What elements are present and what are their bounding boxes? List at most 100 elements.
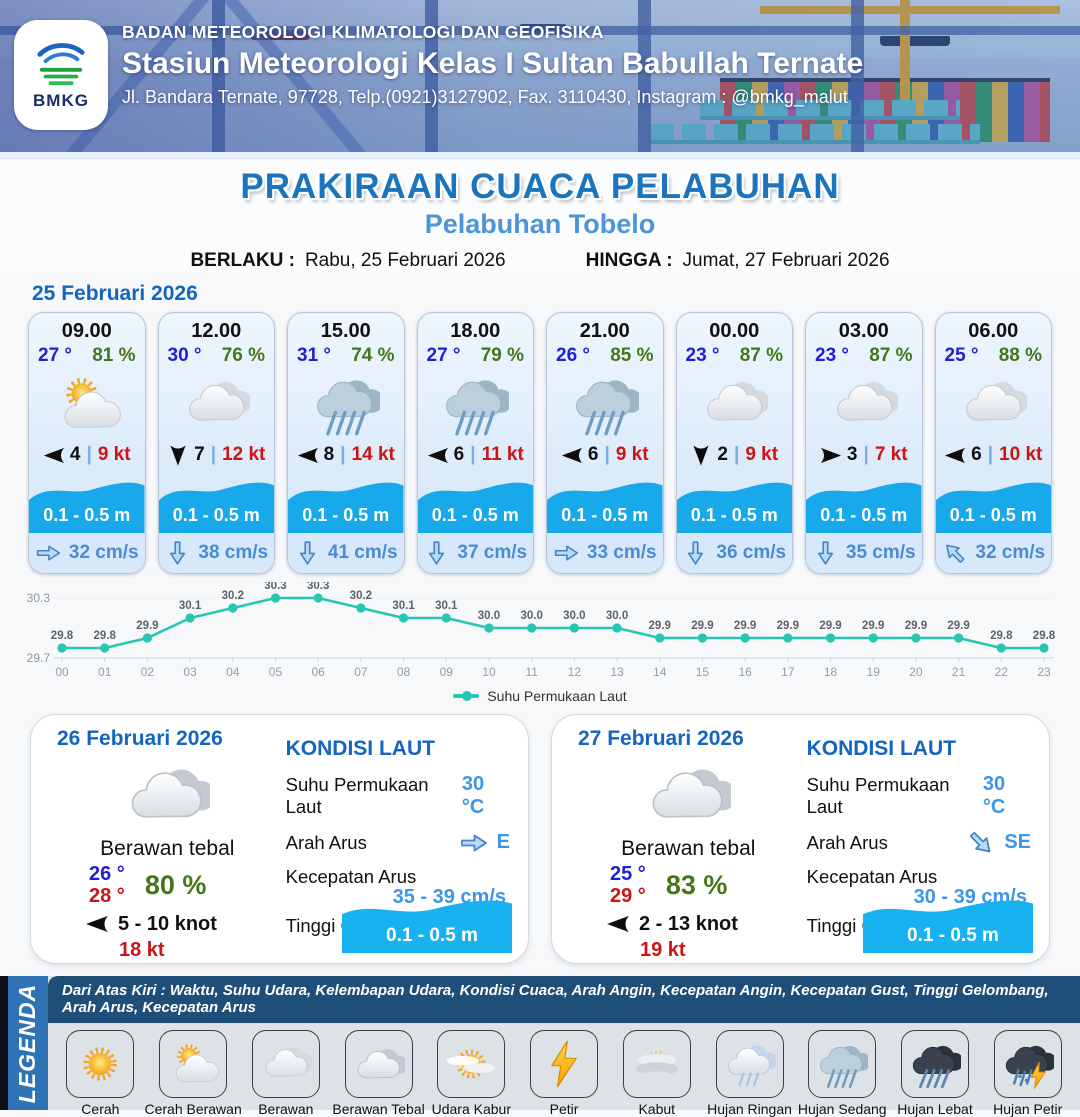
svg-text:29.8: 29.8 [990,630,1013,642]
cerah-icon [66,1030,135,1098]
title-section: PRAKIRAAN CUACA PELABUHAN Pelabuhan Tobe… [0,159,1080,272]
svg-text:08: 08 [397,665,411,679]
temp-value: 31 ° [297,345,332,366]
hujan-petir-icon [993,1030,1062,1098]
weather-icon [936,367,1052,441]
wave-height-value: 0.1 - 0.5 m [302,505,390,525]
svg-text:29.9: 29.9 [819,620,841,632]
legend-marker-icon [453,691,480,701]
humidity-value: 88 % [998,345,1042,366]
humidity-value: 85 % [610,345,654,366]
hourly-card: 03.00 23 ° 87 % 3 | 7 kt 0.1 - 0.5 m 35 cm/… [805,312,923,574]
hingga-label: HINGGA : [585,250,673,271]
chart-legend: Suhu Permukaan Laut [22,686,1058,708]
daily-date: 26 Februari 2026 [57,727,223,750]
kondisi-laut-heading: KONDISI LAUT [285,737,435,760]
header-overlay [0,0,1080,152]
hourly-cards-row: 09.00 27 ° 81 % 4 | 9 kt 0.1 - 0.5 m 32 cm/… [0,312,1080,574]
sst-label: Suhu Permukaan Laut [285,774,429,817]
wave-height-block: 0.1 - 0.5 m [288,471,404,533]
hourly-card: 12.00 30 ° 76 % 7 | 12 kt 0.1 - 0.5 m 38 cm… [157,312,275,574]
berawan-tebal-icon [344,1030,413,1098]
current-direction-icon [459,832,489,854]
wind-direction-icon [606,914,630,934]
kecepatan-arus-label: Kecepatan Arus [285,866,417,887]
svg-text:04: 04 [226,665,240,679]
svg-text:30.0: 30.0 [606,610,628,622]
svg-text:29.8: 29.8 [94,630,117,642]
wave-height-block: 0.1 - 0.5 m [863,893,1033,953]
arah-arus-label: Arah Arus [285,831,367,853]
svg-text:00: 00 [55,665,69,679]
time-label: 18.00 [450,320,501,342]
temp-value: 27 ° [38,345,73,366]
legend-item: Hujan Lebat [889,1030,982,1117]
header-divider [0,152,1080,159]
current-speed: 32 cm/s [975,542,1046,563]
svg-text:30.3: 30.3 [264,582,286,592]
gust-value: 11 kt [481,444,524,465]
time-label: 21.00 [579,320,630,342]
weather-icon [288,367,404,441]
svg-text:20: 20 [909,665,923,679]
wind-range: 2 - 13 knot [639,912,738,935]
time-label: 09.00 [61,320,112,342]
temp-max: 28 ° [89,885,125,908]
current-speed: 32 cm/s [68,542,139,563]
gust-value: 19 kt [640,938,686,961]
station-name: Stasiun Meteorologi Kelas I Sultan Babul… [122,47,864,80]
wave-height-value: 0.1 - 0.5 m [172,505,260,525]
legend-item: Hujan Ringan [703,1030,796,1117]
weather-icon [806,367,922,441]
svg-text:18: 18 [824,665,838,679]
current-direction-icon [682,543,709,563]
weather-icon [53,751,282,837]
svg-text:30.0: 30.0 [478,610,500,622]
berlaku-label: BERLAKU : [190,250,295,271]
time-label: 12.00 [191,320,242,342]
current-direction-icon [966,832,996,854]
time-label: 15.00 [320,320,371,342]
humidity-value: 87 % [869,345,913,366]
wind-direction-icon [561,446,583,465]
svg-text:29.8: 29.8 [51,630,74,642]
validity-row: BERLAKU : Rabu, 25 Februari 2026 HINGGA … [0,250,1080,272]
weather-icon [547,367,663,441]
svg-text:29.9: 29.9 [136,620,158,632]
hingga-value: Jumat, 27 Februari 2026 [682,250,890,271]
legend-note: Dari Atas Kiri : Waktu, Suhu Udara, Kele… [48,976,1080,1023]
wind-direction-icon [427,446,449,465]
wave-height-value: 0.1 - 0.5 m [690,505,778,525]
condition-label: Berawan tebal [100,837,235,860]
svg-text:06: 06 [311,665,325,679]
wind-speed: 6 [587,444,599,465]
current-direction-icon [941,543,968,563]
wind-speed: 3 [846,444,858,465]
svg-text:30.1: 30.1 [435,600,458,612]
svg-text:30.3: 30.3 [307,582,329,592]
svg-text:21: 21 [952,665,966,679]
wind-speed: 6 [971,444,982,465]
svg-text:30.1: 30.1 [179,600,202,612]
hujan-ringan-icon [715,1030,784,1098]
temp-max: 29 ° [610,885,646,908]
gust-value: 7 kt [874,444,908,465]
humidity-value: 74 % [351,345,395,366]
humidity-value: 83 % [665,869,728,900]
legend-item: Berawan Tebal [332,1030,425,1117]
wave-height-block: 0.1 - 0.5 m [417,471,533,533]
legend-title-strip: LEGENDA [0,976,48,1110]
svg-text:11: 11 [525,665,538,679]
current-direction-icon [35,543,62,563]
wind-speed: 4 [69,444,81,465]
page-subtitle: Pelabuhan Tobelo [424,209,656,239]
wave-height-block: 0.1 - 0.5 m [547,471,663,533]
svg-text:29.9: 29.9 [691,620,713,632]
temp-value: 30 ° [167,345,202,366]
current-speed: 37 cm/s [457,542,528,563]
wind-speed: 7 [194,444,205,465]
temp-min: 26 ° [89,863,125,885]
sst-value: 30 °C [461,773,485,818]
header-banner: BMKG BADAN METEOROLOGI KLIMATOLOGI DAN G… [0,0,1080,152]
